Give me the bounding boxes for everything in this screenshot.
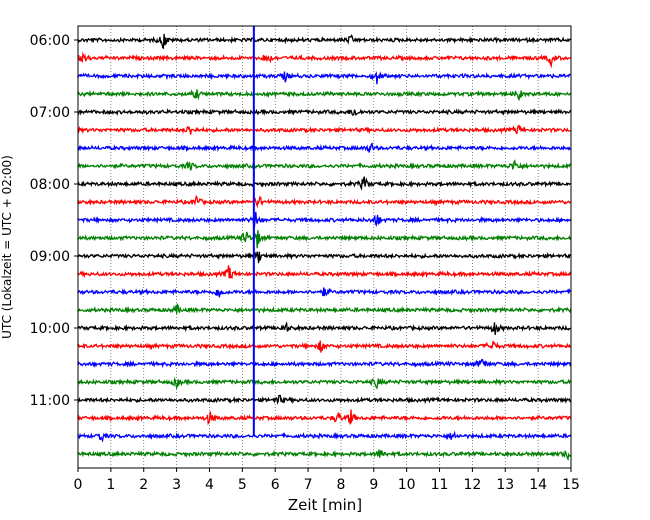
- x-tick-label: 3: [172, 477, 181, 493]
- seismic-trace-14: [77, 287, 572, 298]
- x-axis-label: Zeit [min]: [288, 496, 362, 514]
- y-axis-ticks: 06:00 07:00 08:00 09:00 10:00 11:00: [30, 33, 78, 409]
- x-tick-label: 6: [271, 477, 280, 493]
- y-axis-label: UTC (Lokalzeit = UTC + 02:00): [0, 155, 14, 339]
- seismic-trace-1: [77, 51, 572, 69]
- y-tick-label: 09:00: [30, 249, 70, 265]
- seismic-trace-21: [77, 409, 572, 426]
- x-tick-label: 9: [369, 477, 378, 493]
- x-tick-label: 14: [529, 477, 547, 493]
- seismic-trace-2: [77, 71, 571, 85]
- y-tick-label: 08:00: [30, 177, 70, 193]
- seismic-trace-9: [77, 194, 571, 209]
- y-tick-label: 11:00: [30, 393, 70, 409]
- seismic-trace-12: [77, 251, 572, 264]
- seismic-trace-10: [77, 211, 572, 229]
- seismic-trace-6: [77, 142, 572, 153]
- seismic-trace-15: [77, 302, 572, 314]
- seismic-trace-8: [77, 176, 572, 191]
- seismic-trace-22: [77, 430, 572, 443]
- x-tick-label: 0: [74, 477, 83, 493]
- x-tick-label: 2: [139, 477, 148, 493]
- x-tick-label: 4: [205, 477, 214, 493]
- seismic-trace-0: [77, 33, 572, 50]
- x-tick-label: 12: [463, 477, 481, 493]
- seismic-trace-11: [77, 230, 572, 249]
- seismic-trace-5: [77, 124, 572, 135]
- seismic-traces: [77, 33, 572, 462]
- x-tick-label: 11: [431, 477, 449, 493]
- x-tick-label: 13: [496, 477, 514, 493]
- x-axis-ticks: 0 1 2 3 4 5 6 7 8 9 10 11 12 13 14 15: [74, 468, 580, 493]
- y-tick-label: 10:00: [30, 321, 70, 337]
- seismic-trace-20: [77, 394, 572, 405]
- seismic-trace-23: [77, 449, 571, 462]
- x-tick-label: 7: [304, 477, 313, 493]
- x-tick-label: 1: [106, 477, 115, 493]
- seismic-trace-3: [77, 89, 572, 102]
- y-tick-label: 07:00: [30, 105, 70, 121]
- seismic-trace-16: [77, 321, 572, 335]
- seismic-trace-7: [77, 159, 572, 171]
- seismic-trace-13: [77, 265, 572, 280]
- y-tick-label: 06:00: [30, 33, 70, 49]
- x-tick-label: 15: [562, 477, 580, 493]
- plot-frame: [77, 25, 572, 469]
- x-tick-label: 5: [238, 477, 247, 493]
- seismic-trace-18: [77, 358, 572, 369]
- x-tick-label: 8: [336, 477, 345, 493]
- seismic-trace-19: [77, 376, 571, 390]
- seismic-trace-4: [77, 107, 572, 117]
- seismic-trace-17: [77, 340, 571, 353]
- x-tick-label: 10: [398, 477, 416, 493]
